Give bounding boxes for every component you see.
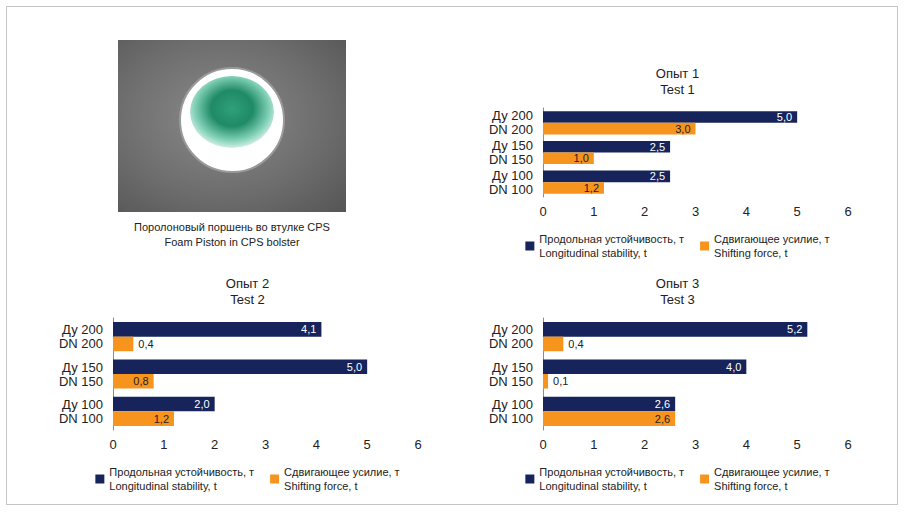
- svg-text:3: 3: [692, 204, 699, 219]
- svg-text:1,2: 1,2: [584, 182, 599, 194]
- svg-text:DN 150: DN 150: [59, 374, 103, 389]
- svg-text:DN 200: DN 200: [489, 122, 533, 137]
- svg-text:0: 0: [109, 437, 116, 452]
- svg-text:4: 4: [313, 437, 320, 452]
- svg-text:Продольная устойчивость, т: Продольная устойчивость, т: [539, 233, 684, 245]
- svg-text:3: 3: [262, 437, 269, 452]
- svg-text:Ду 200: Ду 200: [492, 322, 533, 337]
- svg-text:0,8: 0,8: [133, 375, 148, 387]
- svg-text:1: 1: [590, 437, 597, 452]
- svg-text:Longitudinal stability, t: Longitudinal stability, t: [539, 480, 646, 492]
- svg-text:Ду 100: Ду 100: [492, 168, 533, 183]
- svg-text:Сдвигающее усилие, т: Сдвигающее усилие, т: [714, 233, 830, 245]
- svg-text:Ду 150: Ду 150: [492, 138, 533, 153]
- svg-text:6: 6: [414, 437, 421, 452]
- svg-text:0: 0: [539, 437, 546, 452]
- svg-text:0: 0: [539, 204, 546, 219]
- svg-text:2,5: 2,5: [650, 141, 665, 153]
- svg-text:Longitudinal stability, t: Longitudinal stability, t: [109, 480, 216, 492]
- svg-text:1: 1: [160, 437, 167, 452]
- svg-text:1: 1: [590, 204, 597, 219]
- svg-text:Сдвигающее усилие, т: Сдвигающее усилие, т: [714, 466, 830, 478]
- svg-text:DN 100: DN 100: [59, 411, 103, 426]
- svg-text:Shifting force, t: Shifting force, t: [714, 480, 787, 492]
- svg-text:DN 150: DN 150: [489, 374, 533, 389]
- svg-text:2,6: 2,6: [655, 398, 670, 410]
- svg-text:DN 200: DN 200: [489, 336, 533, 351]
- html-text:Поролоновый поршень во втулке: Поролоновый поршень во втулке CPS: [134, 221, 330, 233]
- svg-text:Longitudinal stability, t: Longitudinal stability, t: [539, 247, 646, 259]
- svg-text:Ду 150: Ду 150: [62, 360, 103, 375]
- svg-text:Сдвигающее усилие, т: Сдвигающее усилие, т: [284, 466, 400, 478]
- svg-text:Ду 100: Ду 100: [62, 397, 103, 412]
- svg-text:Опыт 2: Опыт 2: [226, 276, 269, 291]
- svg-text:2: 2: [641, 437, 648, 452]
- svg-text:1,2: 1,2: [154, 413, 169, 425]
- svg-text:Ду 150: Ду 150: [492, 360, 533, 375]
- svg-text:Shifting force, t: Shifting force, t: [284, 480, 357, 492]
- svg-text:DN 150: DN 150: [489, 152, 533, 167]
- svg-text:0,1: 0,1: [553, 375, 568, 387]
- svg-text:Опыт 3: Опыт 3: [656, 276, 699, 291]
- svg-text:2,6: 2,6: [655, 413, 670, 425]
- svg-text:2: 2: [211, 437, 218, 452]
- html-text:Foam Piston in CPS bolster: Foam Piston in CPS bolster: [164, 236, 300, 248]
- svg-text:DN 100: DN 100: [489, 182, 533, 197]
- svg-text:4: 4: [743, 204, 750, 219]
- svg-text:4: 4: [743, 437, 750, 452]
- svg-text:2: 2: [641, 204, 648, 219]
- svg-text:Ду 100: Ду 100: [492, 397, 533, 412]
- svg-text:3,0: 3,0: [675, 123, 690, 135]
- svg-text:5: 5: [364, 437, 371, 452]
- svg-text:DN 200: DN 200: [59, 336, 103, 351]
- svg-text:DN 100: DN 100: [489, 411, 533, 426]
- svg-text:5: 5: [794, 204, 801, 219]
- svg-text:5,0: 5,0: [777, 111, 792, 123]
- svg-text:Shifting force, t: Shifting force, t: [714, 247, 787, 259]
- svg-text:Опыт 1: Опыт 1: [656, 66, 699, 81]
- svg-text:2,0: 2,0: [194, 398, 209, 410]
- svg-text:Test 1: Test 1: [660, 82, 695, 97]
- svg-text:5,2: 5,2: [787, 323, 802, 335]
- svg-text:4,1: 4,1: [301, 323, 316, 335]
- svg-text:1,0: 1,0: [574, 152, 589, 164]
- svg-text:Test 3: Test 3: [660, 292, 695, 307]
- svg-text:5: 5: [794, 437, 801, 452]
- svg-text:5,0: 5,0: [347, 361, 362, 373]
- svg-text:4,0: 4,0: [726, 361, 741, 373]
- svg-text:Ду 200: Ду 200: [62, 322, 103, 337]
- svg-text:Продольная устойчивость, т: Продольная устойчивость, т: [539, 466, 684, 478]
- svg-text:2,5: 2,5: [650, 170, 665, 182]
- svg-text:6: 6: [844, 204, 851, 219]
- svg-text:Test 2: Test 2: [230, 292, 265, 307]
- svg-text:3: 3: [692, 437, 699, 452]
- svg-text:Ду 200: Ду 200: [492, 108, 533, 123]
- svg-text:0,4: 0,4: [138, 338, 153, 350]
- svg-text:Продольная устойчивость, т: Продольная устойчивость, т: [109, 466, 254, 478]
- svg-text:6: 6: [844, 437, 851, 452]
- svg-text:0,4: 0,4: [568, 338, 583, 350]
